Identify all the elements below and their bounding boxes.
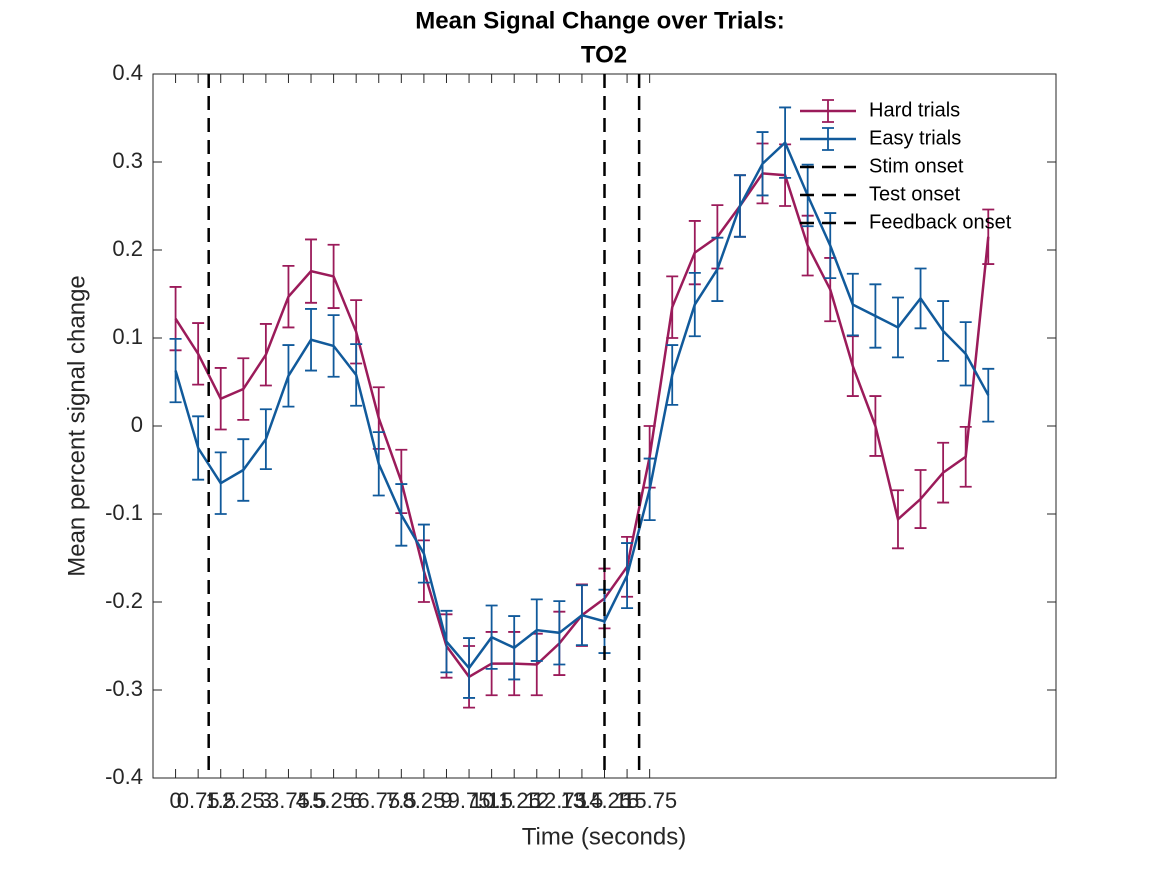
- error-bar: [417, 523, 430, 584]
- x-tick-label: 0.75: [177, 788, 220, 813]
- error-bar: [282, 344, 295, 408]
- error-bar: [259, 323, 272, 387]
- error-bar: [869, 283, 882, 349]
- error-bar: [846, 272, 859, 337]
- error-bar: [327, 314, 340, 378]
- x-tick-label: 12: [525, 788, 549, 813]
- error-bar: [891, 489, 904, 550]
- error-bar: [508, 615, 521, 681]
- error-bar: [982, 208, 995, 265]
- error-bar: [959, 425, 972, 488]
- error-bar: [733, 174, 746, 238]
- error-bar: [192, 322, 205, 386]
- error-bar: [440, 609, 453, 674]
- y-tick-label: -0.4: [105, 764, 143, 789]
- x-tick-label: 14.25: [577, 788, 632, 813]
- y-axis-label: Mean percent signal change: [63, 275, 90, 577]
- legend-label: Hard trials: [869, 99, 960, 121]
- legend-swatch: [822, 99, 834, 123]
- y-tick-label: 0.3: [112, 148, 143, 173]
- x-tick-label: 9: [440, 788, 452, 813]
- chart-title: Mean Signal Change over Trials:: [415, 7, 784, 34]
- y-tick-label: 0.1: [112, 324, 143, 349]
- chart-subtitle: TO2: [581, 41, 627, 68]
- x-tick-label: 2.25: [222, 788, 265, 813]
- error-bar: [756, 131, 769, 197]
- error-bar: [688, 271, 701, 338]
- error-bar: [237, 438, 250, 502]
- error-bar: [937, 300, 950, 362]
- error-bar: [553, 600, 566, 666]
- x-tick-label: 5.25: [312, 788, 355, 813]
- error-bar: [914, 267, 927, 330]
- x-tick-label: 9.75: [448, 788, 491, 813]
- x-tick-label: 1.5: [205, 788, 236, 813]
- error-bar: [192, 415, 205, 481]
- error-bar: [982, 367, 995, 423]
- error-bar: [169, 337, 182, 404]
- x-tick-label: 15: [615, 788, 639, 813]
- x-tick-label: 11.25: [487, 788, 540, 813]
- error-bar: [711, 236, 724, 302]
- x-tick-label: 8.25: [402, 788, 445, 813]
- x-tick-label: 12.75: [532, 788, 587, 813]
- error-bar: [643, 457, 656, 522]
- error-bar: [372, 431, 385, 497]
- error-bar: [891, 296, 904, 359]
- error-bar: [530, 598, 543, 662]
- y-tick-label: -0.1: [105, 500, 143, 525]
- legend-label: Stim onset: [869, 155, 964, 177]
- legend-label: Feedback onset: [869, 211, 1012, 233]
- x-tick-label: 6: [350, 788, 362, 813]
- error-bar: [485, 604, 498, 670]
- x-tick-label: 10.5: [470, 788, 513, 813]
- legend-label: Easy trials: [869, 127, 961, 149]
- error-bar: [666, 344, 679, 406]
- x-tick-label: 15.75: [622, 788, 677, 813]
- error-bar: [282, 264, 295, 329]
- error-bar: [305, 238, 318, 304]
- y-tick-label: 0.2: [112, 236, 143, 261]
- x-tick-label: 7.5: [386, 788, 417, 813]
- legend-swatch: [822, 127, 834, 151]
- x-tick-label: 0: [169, 788, 181, 813]
- error-bar: [575, 584, 588, 647]
- x-tick-label: 3.75: [267, 788, 310, 813]
- error-bar: [259, 408, 272, 471]
- error-bar: [214, 451, 227, 515]
- error-bar: [869, 395, 882, 457]
- error-bar: [463, 637, 476, 699]
- x-tick-label: 13.5: [561, 788, 604, 813]
- error-bar: [237, 357, 250, 421]
- y-tick-label: 0: [131, 412, 143, 437]
- x-tick-label: 4.5: [296, 788, 327, 813]
- legend-label: Test onset: [869, 183, 961, 205]
- error-bar: [914, 469, 927, 529]
- error-bar: [959, 321, 972, 387]
- error-bar: [327, 243, 340, 309]
- error-bar: [395, 483, 408, 547]
- y-tick-label: -0.3: [105, 676, 143, 701]
- error-bar: [350, 343, 363, 407]
- error-bar: [666, 275, 679, 339]
- error-bar: [937, 441, 950, 504]
- x-tick-label: 6.75: [357, 788, 400, 813]
- error-bar: [214, 367, 227, 431]
- error-bar: [621, 542, 634, 610]
- x-tick-label: 3: [260, 788, 272, 813]
- y-tick-label: 0.4: [112, 60, 143, 85]
- error-bar: [305, 308, 318, 372]
- x-axis-label: Time (seconds): [522, 823, 686, 850]
- error-bar: [779, 106, 792, 179]
- y-tick-label: -0.2: [105, 588, 143, 613]
